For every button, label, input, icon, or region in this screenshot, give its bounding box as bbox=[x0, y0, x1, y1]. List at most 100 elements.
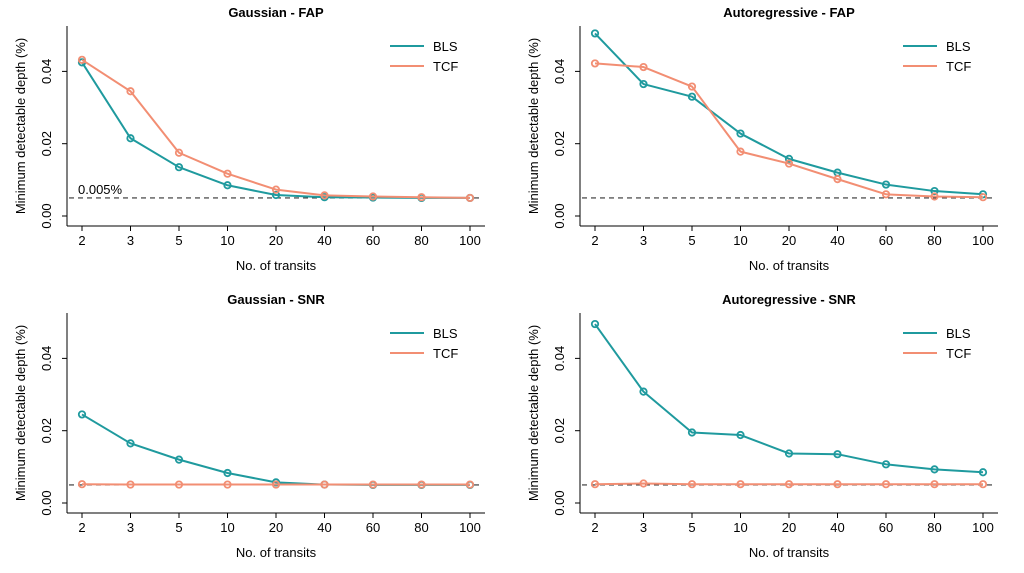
series-line-tcf bbox=[594, 62, 984, 199]
legend-label-bls: BLS bbox=[946, 39, 971, 54]
data-point-bls bbox=[687, 92, 697, 101]
data-point-bls bbox=[930, 465, 939, 474]
x-tick-label: 10 bbox=[220, 233, 234, 248]
data-point-tcf bbox=[590, 480, 600, 489]
data-point-tcf bbox=[465, 193, 475, 203]
x-tick-label: 20 bbox=[269, 520, 283, 535]
data-point-tcf bbox=[417, 193, 426, 202]
x-tick-label: 20 bbox=[269, 233, 283, 248]
data-point-tcf bbox=[223, 480, 232, 489]
x-tick-label: 5 bbox=[175, 520, 182, 535]
data-point-bls bbox=[590, 29, 600, 38]
x-tick-label: 40 bbox=[317, 233, 331, 248]
data-point-bls bbox=[639, 387, 648, 396]
data-point-bls bbox=[930, 186, 939, 196]
data-point-bls bbox=[881, 460, 891, 469]
x-axis-label: No. of transits bbox=[749, 545, 830, 560]
data-point-bls bbox=[784, 449, 794, 458]
y-tick-label: 0.04 bbox=[39, 59, 54, 84]
y-tick-label: 0.04 bbox=[552, 346, 567, 371]
data-point-tcf bbox=[881, 190, 891, 199]
x-tick-label: 2 bbox=[78, 520, 85, 535]
data-point-tcf bbox=[126, 87, 135, 96]
data-point-tcf bbox=[590, 59, 600, 68]
data-point-tcf bbox=[687, 480, 697, 489]
data-point-tcf bbox=[174, 148, 184, 157]
data-point-bls bbox=[223, 181, 232, 190]
x-tick-label: 60 bbox=[366, 520, 380, 535]
series-line-tcf bbox=[81, 58, 471, 199]
data-point-bls bbox=[126, 134, 135, 143]
x-tick-label: 100 bbox=[972, 520, 994, 535]
data-point-bls bbox=[687, 428, 697, 437]
data-point-bls bbox=[881, 180, 891, 189]
legend-label-tcf: TCF bbox=[433, 59, 458, 74]
data-point-tcf bbox=[639, 479, 648, 488]
y-axis-label: Minimum detectable depth (%) bbox=[13, 38, 28, 214]
chart-panel: Gaussian - SNR 2 3 5 10 20 40 60 80 100 0.00 0.02 0.… bbox=[13, 292, 485, 560]
legend-label-tcf: TCF bbox=[946, 59, 971, 74]
data-point-tcf bbox=[320, 191, 329, 200]
data-point-tcf bbox=[784, 480, 794, 489]
data-point-bls bbox=[639, 79, 648, 89]
reference-line-label: 0.005% bbox=[78, 182, 123, 197]
legend-label-bls: BLS bbox=[946, 326, 971, 341]
x-tick-label: 80 bbox=[927, 520, 941, 535]
x-tick-label: 80 bbox=[414, 520, 428, 535]
y-tick-label: 0.00 bbox=[552, 203, 567, 228]
y-axis-label: Minimum detectable depth (%) bbox=[526, 38, 541, 214]
chart-panel: Autoregressive - FAP 2 3 5 10 20 40 60 80 100 0.00… bbox=[526, 5, 998, 273]
x-axis-label: No. of transits bbox=[236, 545, 317, 560]
y-tick-label: 0.02 bbox=[552, 418, 567, 443]
data-point-tcf bbox=[77, 480, 87, 489]
series-line-bls bbox=[81, 413, 470, 486]
data-point-bls bbox=[223, 468, 232, 478]
data-point-bls bbox=[126, 439, 135, 448]
legend-label-tcf: TCF bbox=[433, 346, 458, 361]
data-point-tcf bbox=[930, 192, 939, 201]
x-tick-label: 3 bbox=[640, 520, 647, 535]
x-tick-label: 80 bbox=[927, 233, 941, 248]
y-axis-label: Minimum detectable depth (%) bbox=[526, 325, 541, 501]
x-tick-label: 3 bbox=[640, 233, 647, 248]
x-tick-label: 20 bbox=[782, 520, 796, 535]
data-point-tcf bbox=[271, 185, 281, 194]
x-tick-label: 5 bbox=[688, 520, 695, 535]
data-point-bls bbox=[174, 163, 184, 172]
data-point-bls bbox=[978, 190, 988, 199]
data-point-tcf bbox=[174, 480, 184, 489]
data-point-tcf bbox=[930, 480, 939, 489]
series-line-bls bbox=[594, 323, 984, 474]
data-point-bls bbox=[590, 319, 600, 329]
x-tick-label: 40 bbox=[317, 520, 331, 535]
chart-panel: Gaussian - FAP 2 3 5 10 20 40 60 80 100 0.00 0.02 0.… bbox=[13, 5, 485, 273]
y-tick-label: 0.04 bbox=[552, 59, 567, 84]
x-tick-label: 5 bbox=[175, 233, 182, 248]
x-axis-label: No. of transits bbox=[236, 258, 317, 273]
chart-panel: Autoregressive - SNR 2 3 5 10 20 40 60 80 100 0.00… bbox=[526, 292, 998, 560]
data-point-tcf bbox=[417, 480, 426, 489]
x-tick-label: 2 bbox=[591, 233, 598, 248]
x-tick-label: 60 bbox=[366, 233, 380, 248]
data-point-bls bbox=[174, 455, 184, 464]
data-point-tcf bbox=[784, 159, 794, 168]
data-point-tcf bbox=[223, 169, 232, 178]
x-tick-label: 3 bbox=[127, 520, 134, 535]
data-point-tcf bbox=[736, 480, 745, 489]
data-point-bls bbox=[736, 129, 745, 138]
x-tick-label: 80 bbox=[414, 233, 428, 248]
data-point-tcf bbox=[881, 480, 891, 489]
y-tick-label: 0.02 bbox=[552, 131, 567, 156]
x-tick-label: 5 bbox=[688, 233, 695, 248]
y-tick-label: 0.02 bbox=[39, 418, 54, 443]
x-tick-label: 100 bbox=[459, 233, 481, 248]
data-point-tcf bbox=[271, 480, 281, 489]
data-point-bls bbox=[77, 410, 87, 419]
series-line-bls bbox=[81, 61, 470, 199]
x-tick-label: 100 bbox=[972, 233, 994, 248]
legend-label-tcf: TCF bbox=[946, 346, 971, 361]
legend-label-bls: BLS bbox=[433, 39, 458, 54]
series-line-tcf bbox=[594, 482, 983, 486]
x-tick-label: 10 bbox=[733, 233, 747, 248]
